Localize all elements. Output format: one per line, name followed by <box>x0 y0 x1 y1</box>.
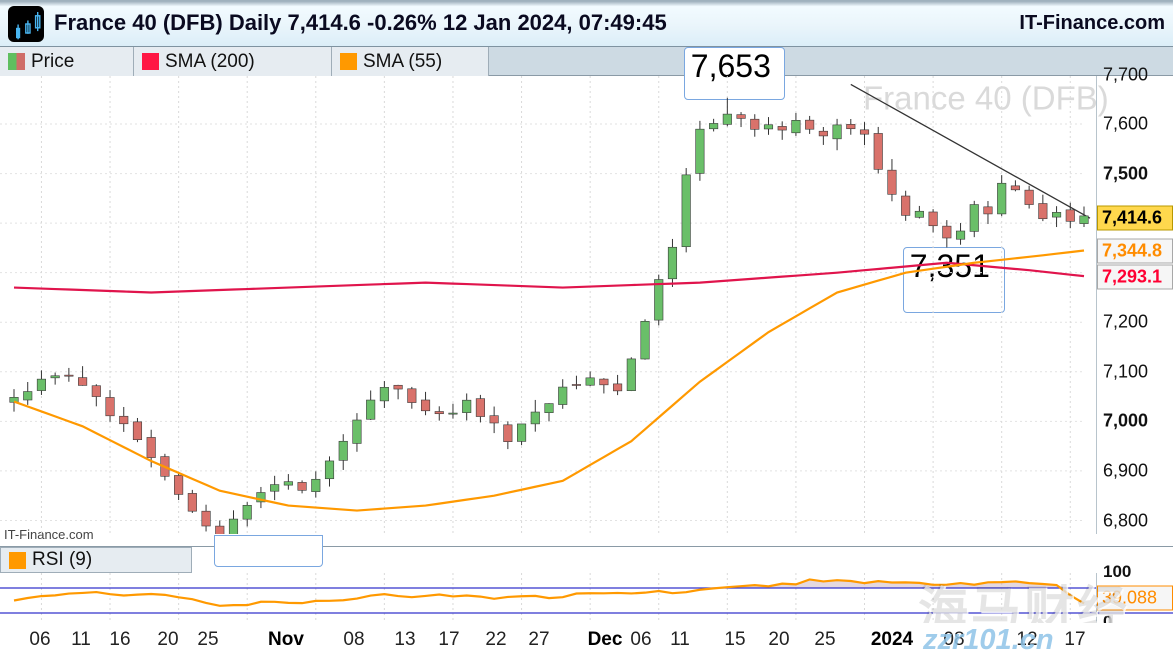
svg-text:France 40 (DFB): France 40 (DFB) <box>863 79 1109 116</box>
